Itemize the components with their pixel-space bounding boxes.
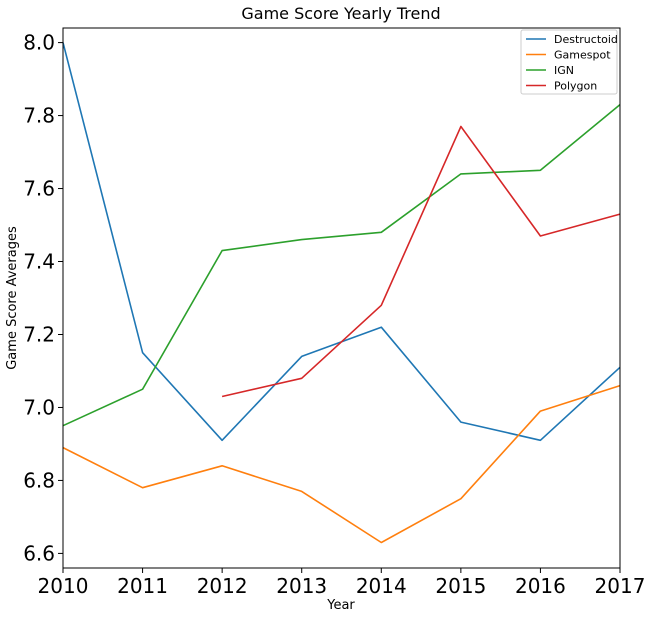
y-axis-label: Game Score Averages (5, 226, 20, 370)
x-axis-label: Year (326, 598, 355, 613)
legend-label: Polygon (554, 80, 597, 93)
x-tick-label: 2017 (595, 574, 646, 598)
y-tick-label: 6.8 (23, 468, 55, 492)
y-tick-label: 7.8 (23, 104, 55, 128)
y-tick-label: 6.6 (23, 541, 55, 565)
series-line-gamespot (62, 384, 621, 544)
series-line-polygon (221, 125, 621, 398)
legend-label: Gamespot (554, 49, 611, 62)
series-line-ign (62, 103, 621, 427)
y-tick-label: 7.2 (23, 322, 55, 346)
plot-lines (62, 42, 621, 544)
legend-label: Destructoid (554, 33, 618, 46)
series-line-destructoid (62, 42, 621, 442)
y-tick-label: 7.4 (23, 250, 55, 274)
legend-label: IGN (554, 64, 574, 77)
x-tick-label: 2012 (197, 574, 248, 598)
x-tick-label: 2013 (276, 574, 327, 598)
legend-box (520, 29, 618, 95)
legend: Destructoid Gamespot IGN Polygon (520, 29, 618, 95)
x-tick-label: 2011 (117, 574, 168, 598)
x-tick-label: 2015 (435, 574, 486, 598)
x-tick-label: 2014 (356, 574, 407, 598)
chart-title: Game Score Yearly Trend (241, 4, 440, 23)
x-tick-label: 2010 (38, 574, 89, 598)
y-tick-label: 8.0 (23, 31, 55, 55)
x-tick-label: 2016 (515, 574, 566, 598)
axis-ticks: 2010 2011 2012 2013 2014 2015 2016 2017 6.6 6.8 7.… (23, 31, 645, 598)
y-tick-label: 7.6 (23, 177, 55, 201)
plot-frame (62, 27, 621, 569)
y-tick-label: 7.0 (23, 395, 55, 419)
